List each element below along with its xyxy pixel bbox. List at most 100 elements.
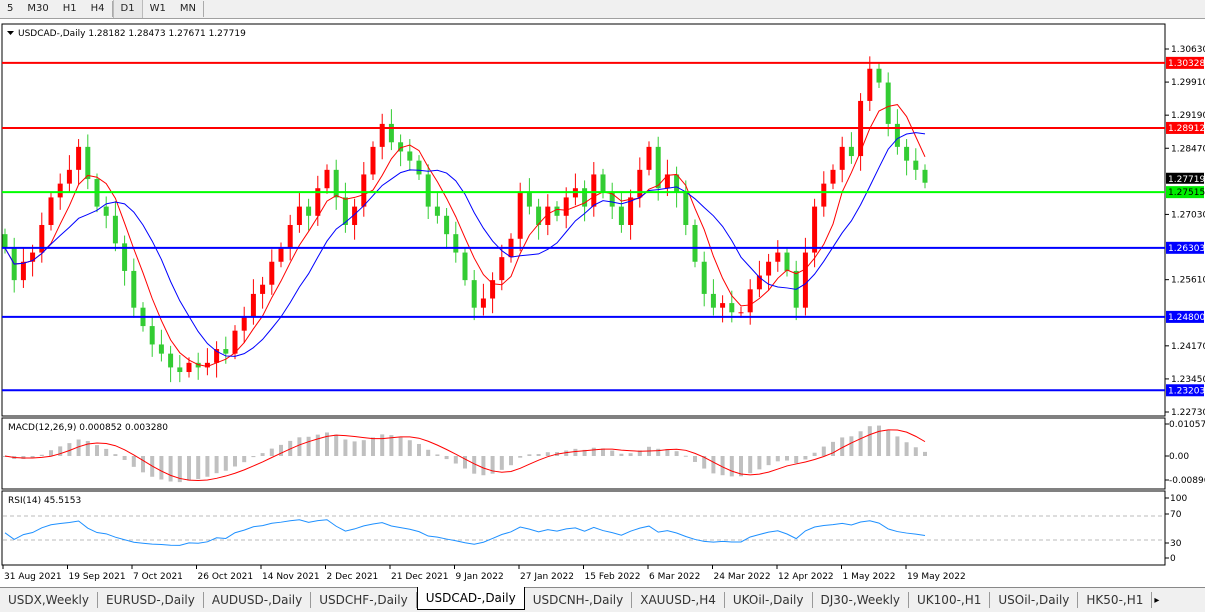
tab-audusd-daily[interactable]: AUDUSD-,Daily: [204, 592, 312, 608]
candle-body: [490, 280, 496, 299]
timeframe-mn[interactable]: MN: [179, 3, 196, 14]
candle-body: [306, 206, 312, 216]
scroll-tabs-right-icon[interactable]: ▸: [1154, 594, 1160, 606]
macd-bar: [766, 456, 771, 466]
rsi-tick-label: 30: [1170, 539, 1182, 549]
macd-bar: [702, 456, 707, 469]
macd-bar: [858, 431, 863, 456]
timeframe-5[interactable]: 5: [7, 3, 14, 14]
candle-body: [388, 123, 394, 143]
price-panel[interactable]: [1, 23, 1166, 417]
level-price-label: 1.26303: [1168, 244, 1205, 254]
macd-bar: [453, 456, 458, 464]
macd-bar: [325, 432, 329, 456]
rsi-tick-label: 100: [1170, 494, 1187, 504]
timeframe-h4[interactable]: H4: [90, 3, 105, 14]
timeframe-m30[interactable]: M30: [27, 3, 49, 14]
tab-ukoil-daily[interactable]: UKOil-,Daily: [725, 592, 813, 608]
macd-bar: [499, 456, 504, 470]
candle-body: [2, 234, 8, 248]
timeframe-h1[interactable]: H1: [62, 3, 77, 14]
macd-bar: [389, 435, 394, 456]
macd-bar: [39, 454, 44, 456]
tab-usdx-weekly[interactable]: USDX,Weekly: [0, 592, 98, 608]
macd-bar: [279, 444, 283, 456]
candle-body: [738, 312, 744, 314]
candle-body: [158, 344, 164, 354]
candle-body: [554, 206, 560, 216]
macd-bar: [159, 456, 164, 480]
macd-bar: [168, 456, 173, 482]
macd-bar: [803, 456, 808, 460]
candle-body: [729, 303, 735, 313]
candle-body: [407, 151, 413, 161]
macd-bar: [214, 456, 219, 474]
chart-area[interactable]: USDCAD-,Daily 1.28182 1.28473 1.27671 1.…: [0, 19, 1205, 587]
macd-bar: [233, 456, 237, 467]
tab-hk50-h1[interactable]: HK50-,H1: [1078, 592, 1153, 608]
candle-body: [444, 215, 450, 235]
tab-dj30-weekly[interactable]: DJ30-,Weekly: [813, 592, 910, 608]
macd-bar: [343, 439, 348, 456]
current-price-label-bg: [1166, 172, 1204, 184]
macd-bar: [821, 446, 826, 456]
macd-bar: [113, 454, 118, 456]
tab-uk100-h1[interactable]: UK100-,H1: [909, 592, 991, 608]
rsi-tick-label: 0: [1170, 554, 1176, 564]
macd-bar: [729, 456, 734, 477]
candle-body: [922, 169, 928, 183]
level-price-label: 1.28912: [1168, 124, 1205, 134]
dropdown-triangle-icon[interactable]: [7, 31, 14, 35]
tab-usoil-daily[interactable]: USOil-,Daily: [990, 592, 1079, 608]
candle-body: [591, 174, 597, 207]
tab-xauusd-h4[interactable]: XAUUSD-,H4: [632, 592, 725, 608]
candle-body: [692, 224, 698, 262]
date-label: 6 Mar 2022: [649, 572, 700, 582]
candle-body: [352, 206, 358, 225]
candle-body: [122, 243, 128, 271]
candle-body: [333, 169, 339, 198]
price-tick-label: 1.23450: [1171, 375, 1205, 385]
chart-header: USDCAD-,Daily 1.28182 1.28473 1.27671 1.…: [18, 29, 246, 39]
candle-body: [296, 206, 302, 225]
candle-body: [39, 224, 45, 253]
level-price-label-bg: [1166, 310, 1204, 323]
macd-bar: [748, 456, 753, 474]
candle-body: [204, 362, 210, 368]
tab-usdcad-daily[interactable]: USDCAD-,Daily: [416, 586, 525, 610]
candle-body: [241, 316, 247, 331]
candle-body: [324, 169, 330, 189]
tab-eurusd-daily[interactable]: EURUSD-,Daily: [98, 592, 204, 608]
candle-body: [85, 146, 91, 180]
macd-bar: [601, 448, 605, 456]
macd-bar: [840, 437, 845, 456]
tab-usdchf-daily[interactable]: USDCHF-,Daily: [311, 592, 417, 608]
macd-tick-label: 0.00: [1169, 452, 1189, 462]
date-label: 31 Aug 2021: [4, 572, 62, 582]
macd-bar: [610, 450, 615, 456]
rsi-label: RSI(14) 45.5153: [8, 496, 81, 506]
candle-body: [848, 146, 854, 157]
level-price-label: 1.23203: [1168, 386, 1205, 396]
price-tick-label: 1.27030: [1171, 210, 1205, 220]
level-price-label: 1.27515: [1168, 188, 1205, 198]
date-label: 27 Jan 2022: [520, 572, 574, 582]
timeframe-w1[interactable]: W1: [149, 3, 166, 14]
tab-usdcnh-daily[interactable]: USDCNH-,Daily: [525, 592, 633, 608]
candle-body: [462, 252, 468, 281]
candle-body: [646, 146, 652, 170]
macd-bar: [67, 443, 72, 456]
candle-body: [370, 146, 376, 175]
rsi-panel[interactable]: [1, 490, 1166, 566]
candle-body: [756, 275, 762, 290]
macd-bar: [85, 440, 90, 456]
candle-body: [131, 270, 137, 308]
candle-body: [664, 174, 670, 189]
timeframe-d1[interactable]: D1: [112, 0, 143, 18]
macd-bar: [76, 439, 81, 456]
macd-bar: [895, 436, 900, 456]
date-label: 26 Oct 2021: [198, 572, 254, 582]
macd-tick-label: 0.010578: [1169, 420, 1205, 430]
macd-bar: [407, 440, 412, 456]
candle-body: [674, 174, 680, 193]
